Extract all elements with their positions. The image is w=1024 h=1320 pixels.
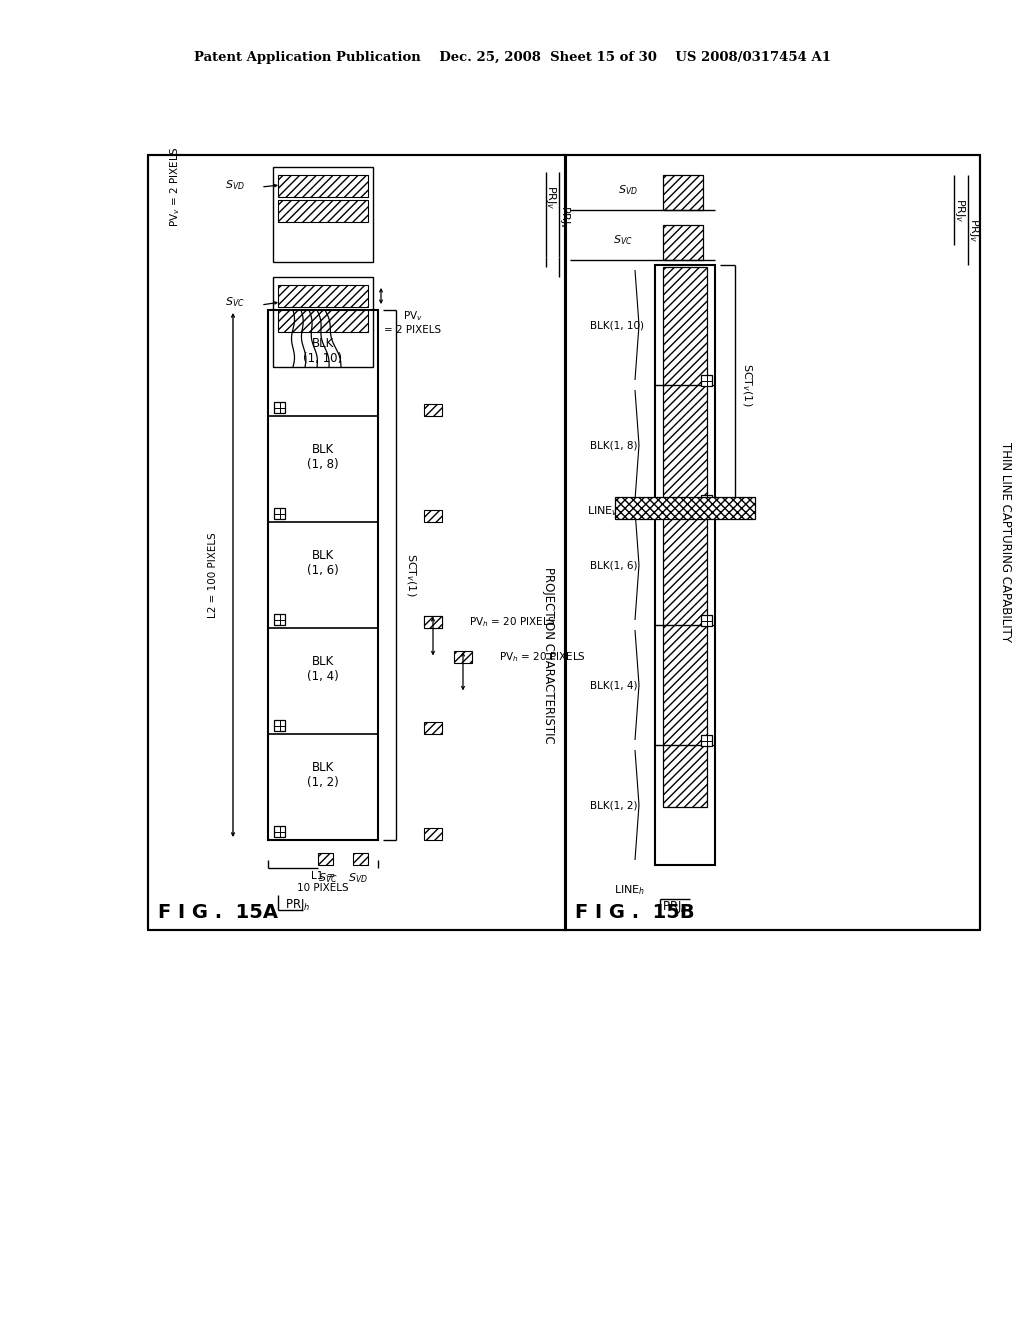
Text: BLK(1, 10): BLK(1, 10) xyxy=(590,319,644,330)
Bar xyxy=(454,651,472,663)
Bar xyxy=(655,265,715,865)
Bar xyxy=(701,495,712,506)
Text: PROJECTION CHARACTERISTIC: PROJECTION CHARACTERISTIC xyxy=(542,566,555,743)
Text: L2 = 100 PIXELS: L2 = 100 PIXELS xyxy=(208,532,218,618)
Text: PV$_v$
= 2 PIXELS: PV$_v$ = 2 PIXELS xyxy=(384,309,441,335)
Bar xyxy=(148,154,566,931)
Text: PRJ$_v$: PRJ$_v$ xyxy=(558,205,572,230)
Bar xyxy=(274,826,285,837)
Text: BLK
(1, 10): BLK (1, 10) xyxy=(303,337,343,366)
Text: LINE$_v$: LINE$_v$ xyxy=(587,504,618,517)
Text: BLK(1, 6): BLK(1, 6) xyxy=(590,560,638,570)
Bar xyxy=(615,498,755,519)
Bar xyxy=(424,828,442,840)
Bar xyxy=(278,285,368,308)
Bar xyxy=(424,616,442,628)
Bar xyxy=(663,176,703,210)
Text: PRJ$_v$: PRJ$_v$ xyxy=(953,198,967,222)
Text: Patent Application Publication    Dec. 25, 2008  Sheet 15 of 30    US 2008/03174: Patent Application Publication Dec. 25, … xyxy=(194,50,830,63)
Bar xyxy=(565,154,980,931)
Text: BLK(1, 4): BLK(1, 4) xyxy=(590,680,638,690)
Bar xyxy=(701,615,712,626)
Bar xyxy=(424,510,442,521)
Bar xyxy=(353,853,368,865)
Text: PV$_h$ = 20 PIXELS: PV$_h$ = 20 PIXELS xyxy=(499,651,586,664)
Text: F I G .  15B: F I G . 15B xyxy=(575,903,694,921)
Text: $S_{VC}$: $S_{VC}$ xyxy=(225,296,245,309)
Text: BLK
(1, 2): BLK (1, 2) xyxy=(307,762,339,789)
Text: $S_{VD}$: $S_{VD}$ xyxy=(348,871,368,884)
Text: L1 =
10 PIXELS: L1 = 10 PIXELS xyxy=(297,871,349,892)
Bar xyxy=(274,719,285,731)
Text: SCT$_v$(1): SCT$_v$(1) xyxy=(740,363,754,407)
Text: $S_{VC}$: $S_{VC}$ xyxy=(613,234,633,247)
Bar xyxy=(273,277,373,367)
Bar xyxy=(663,224,703,260)
Text: $S_{VC}$: $S_{VC}$ xyxy=(318,871,338,884)
Text: $S_{VD}$: $S_{VD}$ xyxy=(618,183,638,197)
Text: BLK(1, 8): BLK(1, 8) xyxy=(590,440,638,450)
Bar xyxy=(278,176,368,197)
Text: PRJ$_v$: PRJ$_v$ xyxy=(544,185,558,210)
Text: BLK(1, 2): BLK(1, 2) xyxy=(590,800,638,810)
Bar xyxy=(701,375,712,385)
Bar xyxy=(273,168,373,261)
Bar xyxy=(274,508,285,519)
Bar xyxy=(424,722,442,734)
Bar xyxy=(318,853,333,865)
Text: BLK
(1, 8): BLK (1, 8) xyxy=(307,444,339,471)
Text: F I G .  15A: F I G . 15A xyxy=(158,903,278,921)
Bar xyxy=(268,310,378,840)
Text: SCT$_v$(1): SCT$_v$(1) xyxy=(404,553,418,597)
Text: $S_{VD}$: $S_{VD}$ xyxy=(225,178,245,191)
Text: LINE$_h$: LINE$_h$ xyxy=(614,883,646,896)
Bar xyxy=(663,267,707,807)
Text: PV$_h$ = 20 PIXELS: PV$_h$ = 20 PIXELS xyxy=(469,615,556,628)
Bar xyxy=(424,616,442,628)
Bar xyxy=(278,310,368,333)
Text: BLK
(1, 4): BLK (1, 4) xyxy=(307,655,339,682)
Bar xyxy=(424,404,442,416)
Bar xyxy=(274,403,285,413)
Bar xyxy=(274,614,285,624)
Text: PRJ$_h$: PRJ$_h$ xyxy=(286,898,310,913)
Text: BLK
(1, 6): BLK (1, 6) xyxy=(307,549,339,577)
Text: THIN LINE CAPTURING CAPABILITY: THIN LINE CAPTURING CAPABILITY xyxy=(998,442,1012,643)
Text: PV$_v$ = 2 PIXELS: PV$_v$ = 2 PIXELS xyxy=(168,147,182,227)
Text: PRJ$_h$: PRJ$_h$ xyxy=(663,899,688,915)
Text: PRJ$_v$: PRJ$_v$ xyxy=(967,218,981,243)
Bar xyxy=(701,735,712,746)
Bar xyxy=(278,201,368,222)
